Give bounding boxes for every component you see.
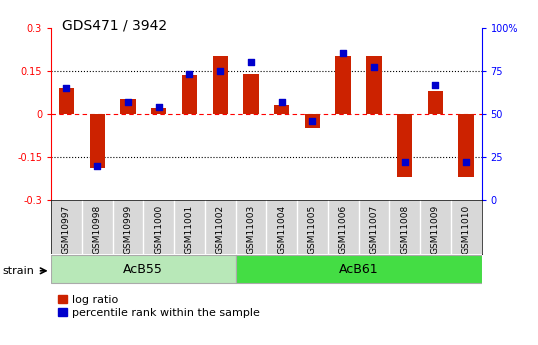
Point: [462, 159, 470, 165]
Text: GSM11001: GSM11001: [185, 204, 194, 254]
Point: [93, 163, 102, 168]
Point: [370, 65, 378, 70]
Point: [431, 82, 440, 87]
Text: GDS471 / 3942: GDS471 / 3942: [62, 19, 167, 33]
Bar: [151, 108, 166, 114]
Text: GSM11005: GSM11005: [308, 204, 317, 254]
Text: GSM11009: GSM11009: [431, 204, 440, 254]
Bar: [236, 255, 482, 283]
Point: [400, 159, 409, 165]
Text: GSM11010: GSM11010: [462, 204, 471, 254]
Text: GSM11000: GSM11000: [154, 204, 163, 254]
Point: [62, 85, 71, 91]
Bar: [51, 255, 236, 283]
Bar: [366, 56, 381, 114]
Text: GSM11007: GSM11007: [370, 204, 378, 254]
Point: [339, 51, 348, 56]
Bar: [59, 88, 74, 114]
Bar: [89, 114, 105, 168]
Bar: [213, 56, 228, 114]
Text: GSM11004: GSM11004: [277, 204, 286, 254]
Point: [154, 104, 163, 110]
Point: [308, 118, 317, 124]
Legend: log ratio, percentile rank within the sample: log ratio, percentile rank within the sa…: [56, 294, 261, 319]
Point: [124, 99, 132, 105]
Text: AcB61: AcB61: [339, 263, 378, 276]
Point: [278, 99, 286, 105]
Text: GSM10998: GSM10998: [93, 204, 102, 254]
Bar: [121, 99, 136, 114]
Text: AcB55: AcB55: [123, 263, 163, 276]
Text: GSM11003: GSM11003: [246, 204, 256, 254]
Text: GSM11002: GSM11002: [216, 204, 225, 254]
Bar: [305, 114, 320, 128]
Text: GSM11008: GSM11008: [400, 204, 409, 254]
Point: [216, 68, 224, 73]
Bar: [458, 114, 474, 177]
Text: GSM11006: GSM11006: [338, 204, 348, 254]
Text: GSM10997: GSM10997: [62, 204, 71, 254]
Bar: [243, 73, 259, 114]
Point: [185, 71, 194, 77]
Text: strain: strain: [3, 266, 34, 276]
Bar: [182, 75, 197, 114]
Text: GSM10999: GSM10999: [123, 204, 132, 254]
Point: [246, 59, 255, 65]
Bar: [336, 56, 351, 114]
Bar: [274, 105, 289, 114]
Bar: [428, 91, 443, 114]
Bar: [397, 114, 412, 177]
